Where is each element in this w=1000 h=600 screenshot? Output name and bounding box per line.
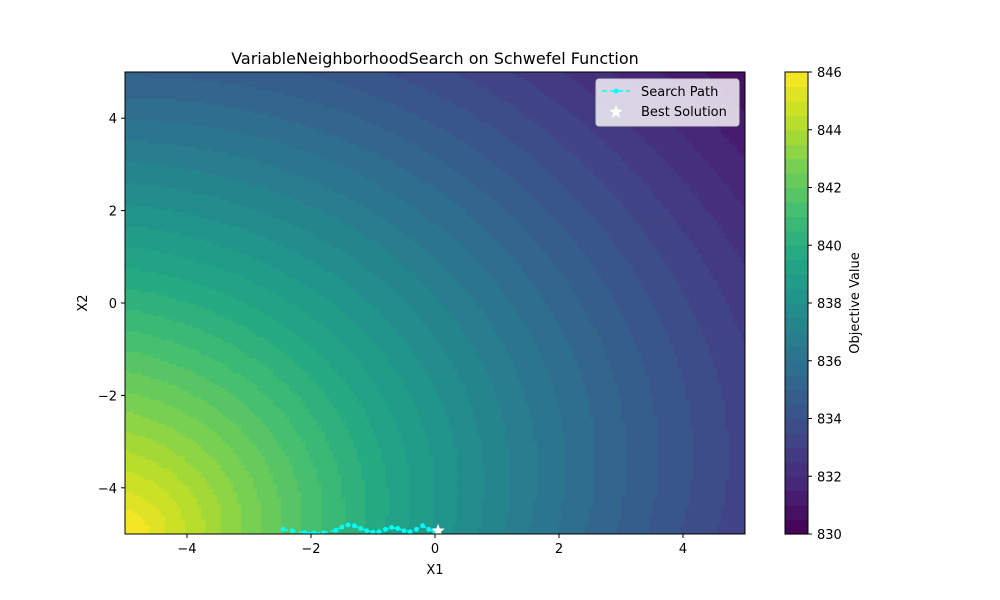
search-path-point [401,528,407,534]
colorbar-bands [785,72,808,535]
colorbar-band [785,100,808,116]
colorbar-band [785,72,808,88]
colorbar-band [785,404,808,420]
colorbar-label: Objective Value [848,252,863,353]
colorbar-band [785,375,808,391]
colorbar-tick-label: 842 [817,182,842,197]
colorbar-band [785,245,808,261]
colorbar-tick-label: 838 [817,297,842,312]
colorbar-band [785,346,808,362]
colorbar-ticks: 830 832 834 836 838 840 842 844 846 [808,66,842,543]
search-path-point [364,528,370,534]
y-tick-label: −4 [98,482,117,497]
colorbar-band [785,461,808,477]
search-path-point [352,523,357,529]
x-axis-label: X1 [426,563,443,578]
legend-search-path-marker [613,88,619,94]
legend-box [595,78,740,127]
legend-best-solution-label: Best Solution [641,105,727,120]
legend: Search Path Best Solution [595,78,740,127]
colorbar-tick-label: 834 [817,413,842,428]
colorbar-band [785,158,808,174]
y-tick-label: 2 [109,205,117,220]
colorbar-tick-label: 846 [817,66,842,81]
legend-best-solution-star [609,105,623,118]
colorbar-band [785,418,808,434]
y-axis-label: X2 [76,294,91,311]
contour-surface [125,72,745,534]
colorbar-band [785,447,808,463]
search-path-point [370,529,376,534]
colorbar-band [785,274,808,290]
colorbar-band [785,317,808,333]
best-solution-star [431,523,445,534]
colorbar-band [785,476,808,492]
search-path-point [420,523,425,529]
colorbar-band [785,173,808,189]
colorbar-band [785,432,808,448]
colorbar-band [785,303,808,319]
x-axis: −4 −2 0 2 4 [177,534,687,557]
legend-search-path-label: Search Path [641,85,718,100]
x-tick-label: 0 [431,542,439,557]
y-tick-label: 0 [109,297,117,312]
colorbar-band [785,505,808,521]
colorbar-band [785,216,808,232]
colorbar-band [785,490,808,506]
search-path-point [376,529,382,534]
colorbar-tick-label: 840 [817,239,842,254]
colorbar-band [785,288,808,304]
colorbar-band [785,187,808,203]
x-tick-label: 2 [555,542,563,557]
colorbar-band [785,129,808,145]
colorbar-band [785,519,808,535]
colorbar-tick-label: 830 [817,528,842,543]
search-path-point [345,522,351,528]
chart-title: VariableNeighborhoodSearch on Schwefel F… [231,49,639,68]
colorbar-band [785,331,808,347]
search-path-point [311,530,317,534]
search-path-layer [280,522,445,534]
search-path-point [302,530,308,534]
search-path-point [383,526,388,532]
y-tick-label: −2 [98,389,117,404]
colorbar-band [785,144,808,160]
y-axis: −4 −2 0 2 4 [98,112,125,497]
search-path-point [414,526,419,532]
colorbar-tick-label: 844 [817,124,842,139]
x-tick-label: −2 [301,542,320,557]
colorbar: 830 832 834 836 838 840 842 844 846 Objective Va… [784,66,863,543]
plot-area [124,71,746,535]
search-path-point [333,527,339,533]
colorbar-band [785,230,808,246]
search-path-point [290,528,295,534]
x-tick-label: −4 [177,542,196,557]
colorbar-band [785,389,808,405]
colorbar-band [785,201,808,217]
colorbar-tick-label: 836 [817,355,842,370]
colorbar-band [785,115,808,131]
search-path-point [389,525,394,530]
colorbar-band [785,259,808,275]
y-tick-label: 4 [109,112,117,127]
search-path-point [395,526,401,531]
colorbar-band [785,86,808,102]
search-path-point [339,524,345,530]
search-path-point [358,526,363,531]
x-tick-label: 4 [679,542,687,557]
search-path-point [321,530,326,534]
colorbar-band [785,360,808,376]
search-path-point [407,529,413,534]
search-path-point [426,526,432,532]
search-path-point [280,526,286,532]
colorbar-tick-label: 832 [817,470,842,485]
